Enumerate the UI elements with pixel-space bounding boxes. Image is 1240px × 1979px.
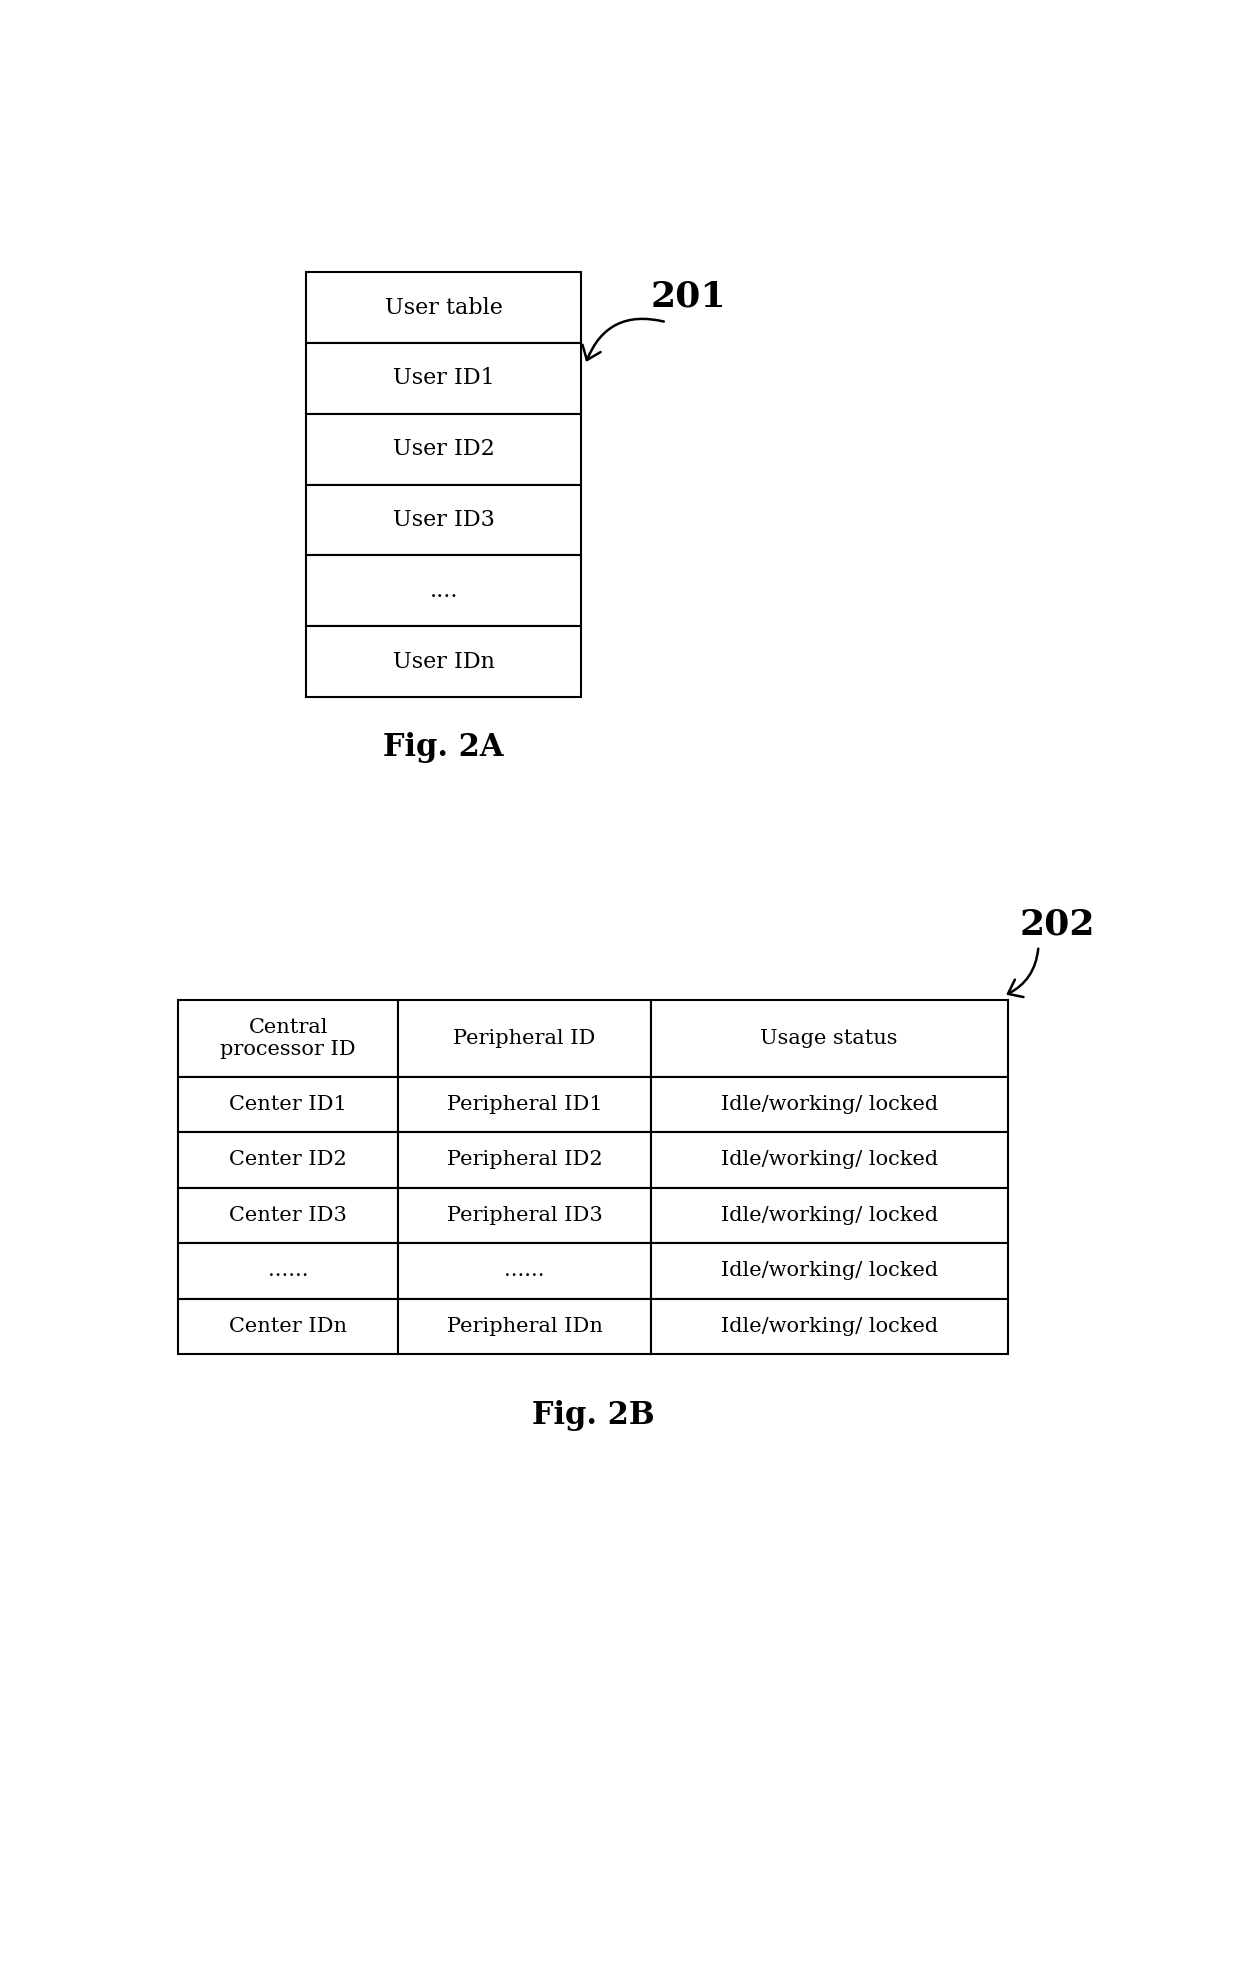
Text: ....: .... [429, 580, 458, 602]
Text: Usage status: Usage status [760, 1029, 898, 1047]
Text: Idle/working/ locked: Idle/working/ locked [720, 1150, 937, 1170]
Text: User ID2: User ID2 [393, 437, 495, 461]
Text: User ID1: User ID1 [393, 368, 495, 390]
Text: Fig. 2B: Fig. 2B [532, 1399, 655, 1431]
Bar [651, 1243, 1007, 1298]
Bar [398, 999, 651, 1077]
Bar [179, 1298, 398, 1354]
Text: Central
processor ID: Central processor ID [221, 1017, 356, 1059]
Text: Peripheral ID: Peripheral ID [454, 1029, 595, 1047]
Text: Idle/working/ locked: Idle/working/ locked [720, 1316, 937, 1336]
Text: User ID3: User ID3 [393, 509, 495, 530]
Text: Center ID2: Center ID2 [229, 1150, 347, 1170]
Bar [651, 999, 1007, 1077]
Bar [398, 1243, 651, 1298]
FancyArrowPatch shape [1008, 948, 1038, 997]
Text: Fig. 2A: Fig. 2A [383, 732, 503, 762]
Text: Peripheral ID2: Peripheral ID2 [446, 1150, 603, 1170]
Text: Idle/working/ locked: Idle/working/ locked [720, 1094, 937, 1114]
Bar [651, 1077, 1007, 1132]
Bar [306, 414, 582, 485]
Text: Peripheral ID3: Peripheral ID3 [446, 1205, 603, 1225]
Text: 201: 201 [651, 279, 727, 315]
Bar [306, 556, 582, 625]
FancyArrowPatch shape [583, 319, 663, 360]
Bar [306, 342, 582, 414]
Text: 202: 202 [1019, 908, 1095, 942]
Text: Center IDn: Center IDn [229, 1316, 347, 1336]
Text: User table: User table [384, 297, 502, 319]
Text: Idle/working/ locked: Idle/working/ locked [720, 1261, 937, 1280]
Text: ......: ...... [268, 1261, 309, 1280]
Text: Peripheral IDn: Peripheral IDn [446, 1316, 603, 1336]
Bar [398, 1187, 651, 1243]
Bar [398, 1298, 651, 1354]
Text: User IDn: User IDn [393, 651, 495, 673]
Text: Center ID1: Center ID1 [229, 1094, 347, 1114]
Text: Idle/working/ locked: Idle/working/ locked [720, 1205, 937, 1225]
Bar [306, 625, 582, 697]
Bar [651, 1298, 1007, 1354]
Text: Peripheral ID1: Peripheral ID1 [446, 1094, 603, 1114]
Bar [179, 1132, 398, 1187]
Text: ......: ...... [505, 1261, 544, 1280]
Bar [179, 999, 398, 1077]
Bar [179, 1187, 398, 1243]
Text: Center ID3: Center ID3 [229, 1205, 347, 1225]
Bar [179, 1243, 398, 1298]
Bar [398, 1077, 651, 1132]
Bar [306, 273, 582, 342]
Bar [398, 1132, 651, 1187]
Bar [651, 1187, 1007, 1243]
Bar [179, 1077, 398, 1132]
Bar [651, 1132, 1007, 1187]
Bar [306, 485, 582, 556]
